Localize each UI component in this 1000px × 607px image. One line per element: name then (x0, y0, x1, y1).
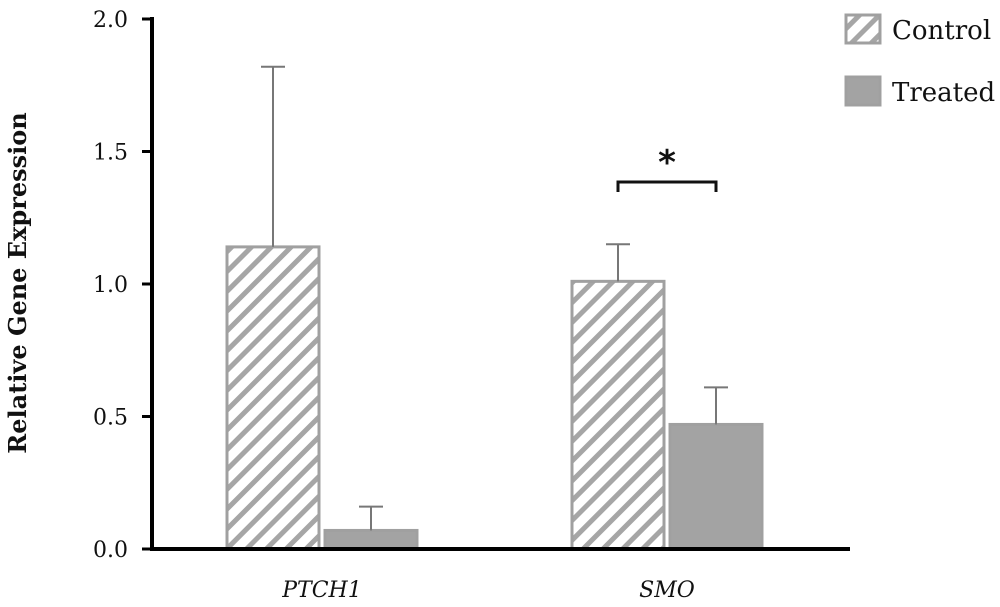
significance-annotation: * (616, 143, 718, 192)
y-tick-label: 0.0 (93, 538, 128, 563)
bar-control-smo (570, 279, 666, 551)
y-axis-label: Relative Gene Expression (3, 112, 32, 453)
bar-control-ptch1 (225, 245, 321, 551)
error-bars (261, 65, 728, 531)
y-tick-label: 0.5 (93, 406, 128, 431)
axes (150, 17, 850, 551)
x-category-label: PTCH1 (281, 578, 362, 603)
legend-swatch-control (844, 13, 882, 45)
legend-swatch-treated (844, 75, 882, 107)
x-category-label: SMO (639, 578, 695, 603)
y-tick-label: 2.0 (93, 8, 128, 33)
legend-label-treated: Treated (892, 78, 995, 108)
significance-star: * (658, 143, 676, 183)
y-axis-ticks: 0.0 0.5 1.0 1.5 2.0 (93, 8, 152, 563)
bars (225, 245, 764, 551)
legend-label-control: Control (892, 16, 991, 46)
bar-treated-smo (668, 422, 764, 551)
y-tick-label: 1.0 (93, 273, 128, 298)
significance-bracket (616, 180, 718, 192)
legend: Control Treated (844, 13, 995, 108)
bar-treated-ptch1 (323, 528, 419, 551)
x-axis-categories: PTCH1 SMO (281, 578, 695, 603)
y-tick-label: 1.5 (93, 141, 128, 166)
